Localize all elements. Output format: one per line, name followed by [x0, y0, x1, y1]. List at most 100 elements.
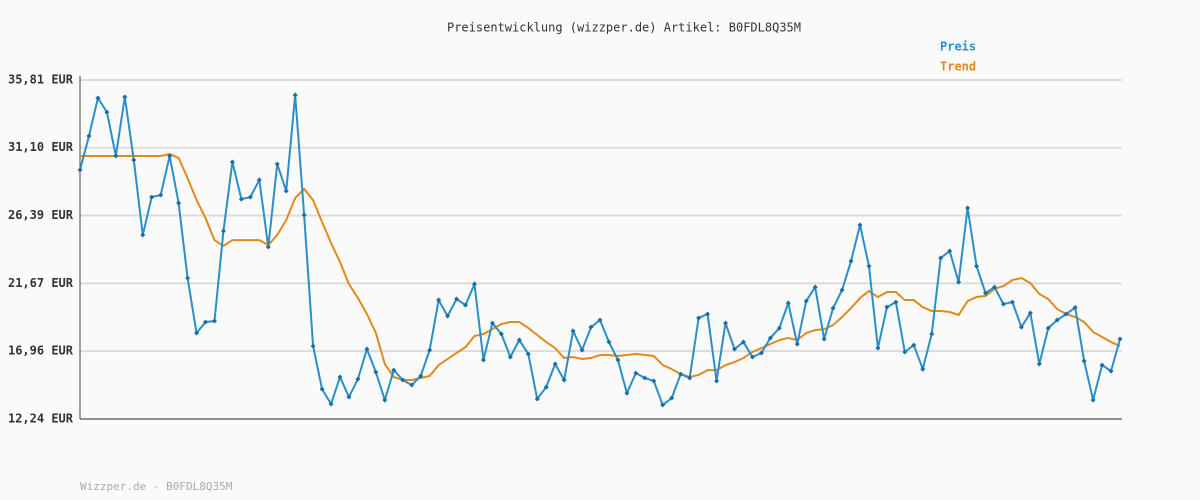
point-marker	[1000, 301, 1006, 307]
point-marker	[687, 375, 693, 381]
y-tick-label: 16,96 EUR	[8, 344, 74, 358]
point-marker	[866, 263, 872, 269]
y-tick-label: 26,39 EUR	[8, 208, 74, 222]
point-marker	[893, 299, 899, 305]
point-marker	[167, 153, 173, 159]
point-marker	[929, 331, 935, 337]
point-marker	[176, 200, 182, 206]
point-marker	[1090, 397, 1096, 403]
point-marker	[1081, 358, 1087, 364]
point-marker	[1054, 317, 1060, 323]
point-marker	[660, 402, 666, 408]
point-marker	[534, 396, 540, 402]
chart-title: Preisentwicklung (wizzper.de) Artikel: B…	[447, 21, 801, 35]
point-marker	[965, 205, 971, 211]
point-marker	[391, 367, 397, 373]
point-marker	[938, 255, 944, 261]
point-marker	[1045, 325, 1051, 331]
point-marker	[812, 284, 818, 290]
point-marker	[471, 281, 477, 287]
legend-entry: Trend	[940, 60, 976, 74]
point-marker	[86, 133, 92, 139]
point-marker	[803, 298, 809, 304]
point-marker	[454, 296, 460, 302]
y-tick-label: 35,81 EUR	[8, 73, 74, 87]
point-marker	[77, 167, 83, 173]
point-marker	[203, 319, 209, 325]
point-marker	[319, 386, 325, 392]
point-marker	[149, 194, 155, 200]
point-marker	[633, 370, 639, 376]
point-marker	[498, 331, 504, 337]
point-marker	[974, 263, 980, 269]
point-marker	[911, 342, 917, 348]
point-marker	[400, 377, 406, 383]
point-marker	[247, 194, 253, 200]
point-marker	[651, 378, 657, 384]
point-marker	[830, 305, 836, 311]
point-marker	[669, 395, 675, 401]
point-marker	[328, 401, 334, 407]
point-marker	[373, 369, 379, 375]
point-marker	[229, 159, 235, 165]
point-marker	[543, 384, 549, 390]
point-marker	[310, 343, 316, 349]
point-marker	[920, 366, 926, 372]
point-marker	[848, 258, 854, 264]
point-marker	[256, 177, 262, 183]
point-marker	[1027, 310, 1033, 316]
point-marker	[1009, 299, 1015, 305]
y-tick-label: 31,10 EUR	[8, 140, 74, 154]
point-marker	[705, 311, 711, 317]
point-marker	[1072, 305, 1078, 311]
point-marker	[983, 290, 989, 296]
point-marker	[104, 109, 110, 115]
point-marker	[624, 390, 630, 396]
point-marker	[1117, 336, 1123, 342]
footer: Wizzper.de - B0FDL8Q35M	[80, 480, 233, 493]
point-marker	[857, 222, 863, 228]
point-marker	[427, 347, 433, 353]
point-marker	[588, 324, 594, 330]
point-marker	[991, 284, 997, 290]
point-marker	[696, 315, 702, 321]
point-marker	[597, 317, 603, 323]
point-marker	[158, 192, 164, 198]
point-marker	[561, 377, 567, 383]
point-marker	[740, 339, 746, 345]
point-marker	[785, 300, 791, 306]
point-marker	[355, 376, 361, 382]
point-marker	[767, 335, 773, 341]
point-marker	[265, 244, 271, 250]
point-marker	[956, 279, 962, 285]
point-marker	[1063, 311, 1069, 317]
point-marker	[821, 336, 827, 342]
point-marker	[274, 161, 280, 167]
point-marker	[947, 248, 953, 254]
point-marker	[211, 318, 217, 324]
series-line	[80, 153, 1121, 382]
point-marker	[1036, 361, 1042, 367]
point-marker	[1099, 362, 1105, 368]
point-marker	[615, 357, 621, 363]
point-marker	[409, 382, 415, 388]
point-marker	[642, 375, 648, 381]
point-marker	[418, 373, 424, 379]
point-marker	[95, 95, 101, 101]
point-marker	[606, 339, 612, 345]
point-marker	[194, 330, 200, 336]
point-marker	[507, 354, 513, 360]
point-marker	[364, 346, 370, 352]
point-marker	[140, 232, 146, 238]
point-marker	[113, 153, 119, 159]
point-marker	[238, 196, 244, 202]
point-marker	[489, 320, 495, 326]
point-marker	[723, 320, 729, 326]
point-marker	[884, 304, 890, 310]
point-marker	[794, 341, 800, 347]
point-marker	[758, 350, 764, 356]
point-marker	[1018, 324, 1024, 330]
point-marker	[185, 275, 191, 281]
point-marker	[839, 287, 845, 293]
